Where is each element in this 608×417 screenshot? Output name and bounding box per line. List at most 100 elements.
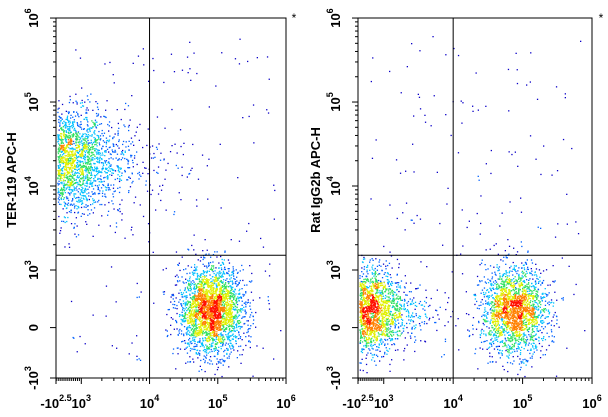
event-dot [230, 315, 232, 317]
event-dot [230, 351, 232, 353]
event-dot [124, 157, 126, 160]
event-dot [78, 176, 81, 178]
event-dot [69, 179, 71, 182]
event-dot [246, 331, 248, 334]
event-dot [253, 319, 255, 321]
event-dot [62, 161, 64, 163]
event-dot [109, 61, 111, 64]
event-dot [82, 179, 84, 181]
event-dot [88, 198, 90, 201]
event-dot [85, 175, 87, 177]
event-dot [474, 352, 476, 355]
event-dot [204, 312, 206, 315]
event-dot [481, 328, 483, 331]
event-dot [232, 294, 235, 296]
event-dot [210, 312, 212, 314]
event-dot [98, 142, 100, 144]
event-dot [219, 328, 221, 330]
event-dot [204, 295, 206, 297]
event-dot [226, 301, 228, 304]
event-dot [199, 334, 201, 336]
event-dot [113, 82, 115, 84]
event-dot [223, 322, 225, 324]
event-dot [227, 282, 230, 285]
event-dot [214, 330, 216, 332]
event-dot [99, 135, 102, 137]
event-dot [180, 293, 183, 296]
event-dot [239, 325, 242, 328]
event-dot [196, 319, 198, 321]
event-dot [196, 72, 198, 75]
event-dot [153, 69, 155, 72]
event-dot [406, 66, 408, 68]
event-dot [61, 192, 63, 195]
event-dot [204, 349, 207, 351]
event-dot [65, 123, 67, 125]
event-dot [98, 192, 101, 195]
event-dot [580, 40, 582, 42]
event-dot [203, 291, 205, 294]
event-dot [86, 128, 88, 131]
event-dot [450, 316, 452, 318]
event-dot [91, 185, 93, 187]
event-dot [212, 342, 214, 344]
event-dot [465, 291, 467, 293]
event-dot [508, 151, 510, 153]
event-dot [439, 306, 441, 308]
event-dot [63, 184, 66, 186]
event-dot [228, 357, 230, 359]
event-dot [196, 344, 198, 346]
event-dot [451, 271, 453, 273]
event-dot [78, 116, 80, 118]
event-dot [82, 194, 84, 197]
event-dot [72, 159, 74, 161]
event-dot [546, 295, 548, 297]
event-dot [199, 317, 202, 319]
event-dot [185, 332, 187, 334]
event-dot [245, 311, 247, 314]
event-dot [112, 158, 114, 160]
event-dot [228, 268, 230, 270]
event-dot [205, 289, 207, 291]
event-dot [184, 308, 186, 310]
event-dot [58, 157, 60, 160]
event-dot [214, 317, 217, 319]
event-dot [183, 310, 185, 312]
event-dot [163, 81, 165, 84]
event-dot [207, 293, 209, 295]
event-dot [114, 231, 116, 234]
event-dot [511, 153, 513, 156]
event-dot [215, 275, 217, 277]
event-dot [197, 314, 199, 316]
event-dot [58, 150, 61, 152]
event-dot [249, 341, 251, 343]
event-dot [110, 184, 112, 186]
event-dot [79, 156, 81, 158]
event-dot [72, 190, 74, 192]
event-dot [89, 148, 91, 150]
event-dot [228, 292, 230, 294]
event-dot [90, 166, 92, 168]
event-dot [156, 148, 158, 150]
event-dot [213, 329, 215, 331]
event-dot [81, 102, 83, 104]
event-dot [61, 190, 63, 192]
event-dot [129, 119, 131, 121]
event-dot [87, 161, 89, 163]
event-dot [98, 160, 100, 163]
event-dot [176, 280, 179, 282]
event-dot [97, 188, 100, 191]
event-dot [92, 126, 94, 128]
event-dot [204, 361, 206, 364]
event-dot [185, 296, 187, 298]
event-dot [241, 288, 243, 290]
event-dot [68, 169, 71, 171]
event-dot [78, 199, 80, 201]
event-dot [363, 266, 366, 268]
event-dot [193, 302, 195, 304]
event-dot [410, 291, 412, 293]
event-dot [223, 355, 225, 357]
event-dot [189, 311, 191, 313]
event-dot [206, 305, 208, 307]
event-dot [468, 313, 470, 316]
